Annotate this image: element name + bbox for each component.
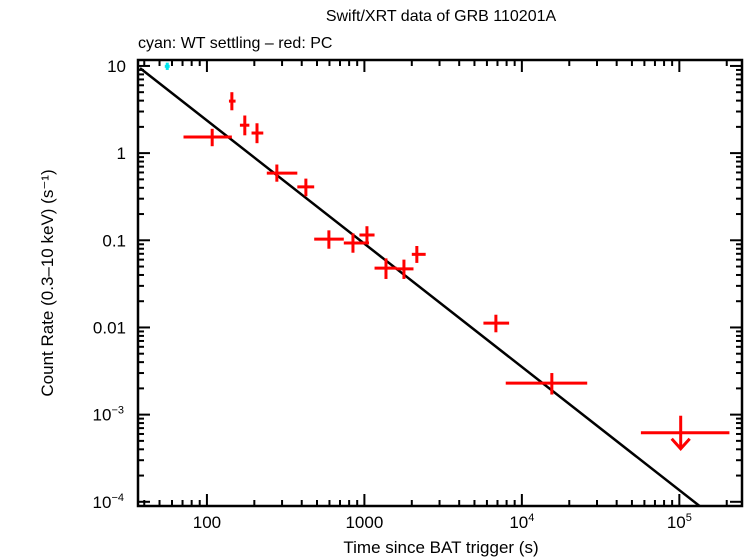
axes-frame	[136, 58, 744, 508]
y-tick-label: 10	[107, 57, 126, 76]
x-tick-exponent: 4	[528, 512, 534, 524]
y-tick-label: 0.01	[93, 318, 126, 337]
axis-ticks	[138, 60, 742, 506]
data-point	[228, 92, 236, 111]
chart-subtitle: cyan: WT settling – red: PC	[138, 35, 332, 52]
data-point	[251, 123, 264, 144]
y-tick-exponent: −4	[111, 492, 124, 504]
plot-content	[139, 62, 730, 506]
data-point	[505, 373, 588, 395]
data-point	[164, 62, 170, 70]
y-tick-label: 0.1	[102, 231, 126, 250]
down-arrow-icon	[670, 437, 691, 451]
data-point	[314, 230, 344, 249]
chart-title: Swift/XRT data of GRB 110201A	[326, 8, 557, 25]
data-point	[297, 178, 315, 197]
x-axis-label: Time since BAT trigger (s)	[343, 538, 538, 557]
y-tick-label: 1	[117, 144, 126, 163]
y-tick-label: 10−4	[93, 492, 124, 512]
data-point	[374, 258, 397, 279]
data-point	[359, 226, 375, 245]
data-point	[266, 164, 298, 182]
x-tick-label: 1000	[345, 513, 383, 532]
y-axis-label: Count Rate (0.3–10 keV) (s⁻¹)	[38, 169, 57, 396]
x-tick-exponent: 5	[686, 512, 692, 524]
fit-line	[139, 67, 701, 506]
data-point	[343, 233, 370, 253]
y-tick-exponent: −3	[111, 405, 124, 417]
data-point	[411, 245, 426, 263]
data-point	[396, 259, 414, 279]
data-point	[483, 314, 510, 333]
upper-limit	[640, 415, 730, 451]
x-tick-label: 104	[509, 512, 534, 532]
tick-labels: 100 1000 104 105 10 1 0.1 0.01 10−3 10−4	[93, 57, 692, 532]
x-tick-label: 105	[667, 512, 692, 532]
plot-area	[139, 62, 730, 506]
y-tick-label: 10−3	[93, 405, 124, 425]
data-point	[183, 128, 232, 147]
data-point	[239, 115, 250, 136]
x-tick-label: 100	[193, 513, 221, 532]
